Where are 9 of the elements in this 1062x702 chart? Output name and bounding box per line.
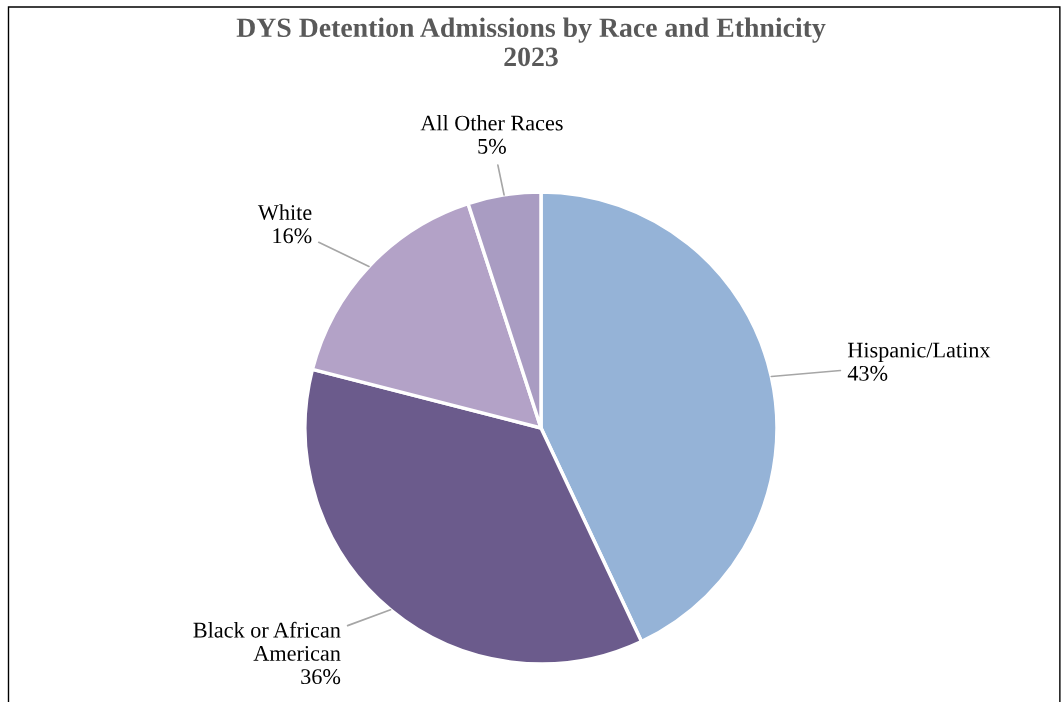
slice-label: All Other Races — [420, 114, 563, 131]
data-label: 43% — [847, 365, 888, 381]
slice-label: Black or African American — [193, 621, 341, 661]
slice-label: Hispanic/Latinx — [847, 342, 991, 363]
data-label: 16% — [273, 228, 312, 244]
slice-label: White — [257, 204, 312, 221]
chart-title: DYS Detention Admissions by Race and Ethnicity 2023 — [236, 17, 826, 67]
data-label: 5% — [478, 138, 506, 154]
data-label: 36% — [301, 669, 341, 685]
